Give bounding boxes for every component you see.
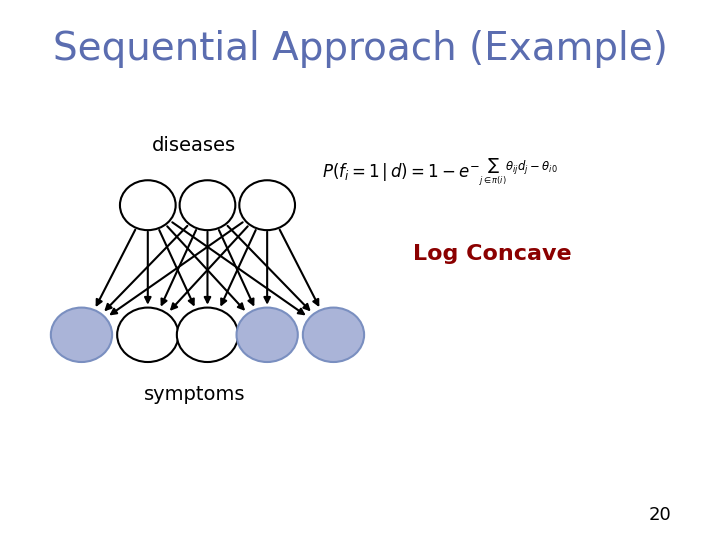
Ellipse shape: [239, 180, 295, 230]
Text: Sequential Approach (Example): Sequential Approach (Example): [53, 30, 667, 68]
Ellipse shape: [51, 308, 112, 362]
Ellipse shape: [120, 180, 176, 230]
Text: symptoms: symptoms: [143, 384, 245, 404]
Ellipse shape: [237, 308, 298, 362]
Text: diseases: diseases: [152, 136, 236, 156]
Ellipse shape: [303, 308, 364, 362]
Ellipse shape: [177, 308, 238, 362]
Ellipse shape: [179, 180, 235, 230]
Text: Log Concave: Log Concave: [413, 244, 572, 264]
Text: 20: 20: [649, 506, 672, 524]
Text: $P(f_i = 1\,|\,d) = 1 - e^{-\sum_{j \in \pi(i)} \theta_{ij} d_j - \theta_{i0}}$: $P(f_i = 1\,|\,d) = 1 - e^{-\sum_{j \in …: [322, 157, 557, 188]
Ellipse shape: [117, 308, 179, 362]
